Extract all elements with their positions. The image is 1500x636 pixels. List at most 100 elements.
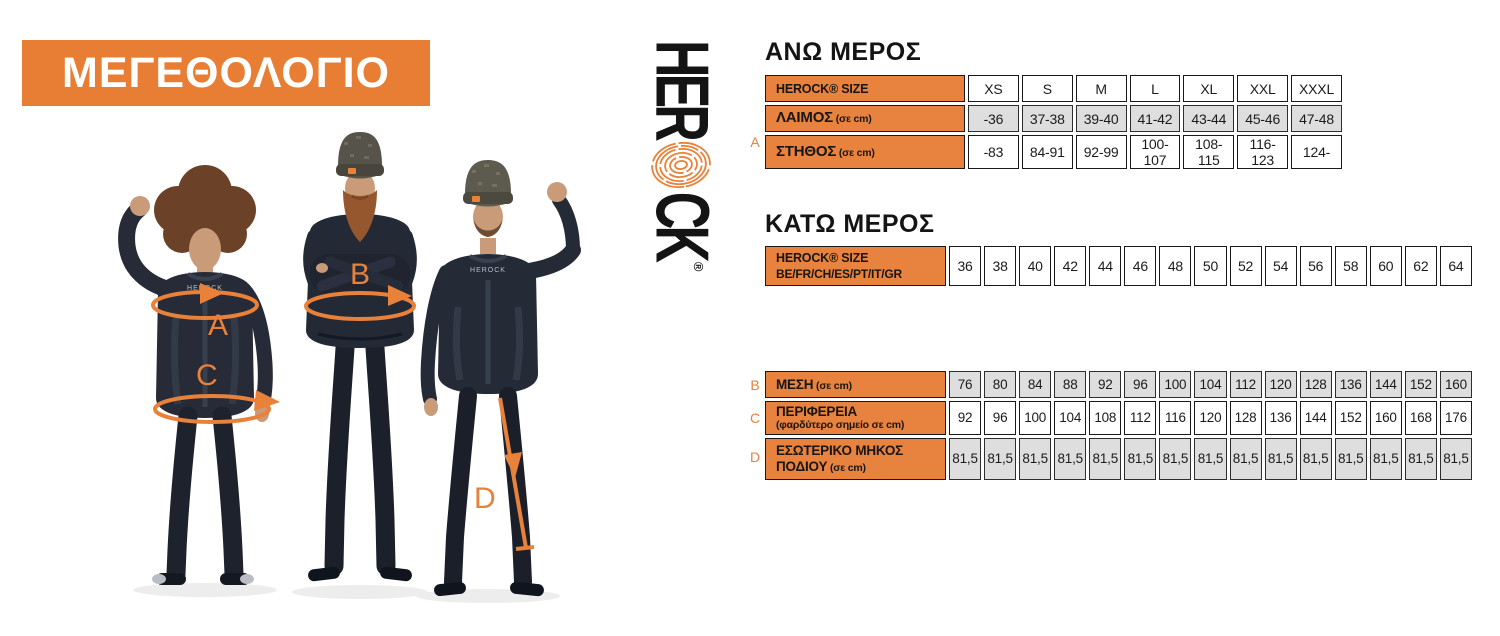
logo-text-bottom: CK bbox=[638, 191, 724, 259]
size-cell: S bbox=[1021, 75, 1073, 102]
value-cell: 88 bbox=[1054, 371, 1087, 398]
value-cell: 100 bbox=[1019, 401, 1052, 435]
value-cell: 168 bbox=[1404, 401, 1437, 435]
size-cell: 46 bbox=[1124, 246, 1157, 286]
row-label-cell: ΣΤΗΘΟΣ (σε cm) bbox=[765, 135, 965, 169]
measurement-letter-c: C bbox=[196, 359, 218, 392]
row-label-cell: ΛΑΙΜΟΣ (σε cm) bbox=[765, 105, 965, 132]
measurement-letter-b: B bbox=[350, 258, 370, 291]
registered-mark: ® bbox=[691, 261, 706, 272]
lower-measurements-table: ΜΕΣΗ (σε cm) 76 80 84 88 92 96 100 104 112 120 128 1… bbox=[762, 368, 1475, 483]
size-cell: 56 bbox=[1299, 246, 1332, 286]
value-cell: 96 bbox=[984, 401, 1017, 435]
measurement-letter-a: A bbox=[208, 309, 228, 342]
value-cell: 81,5 bbox=[1439, 437, 1472, 480]
measurement-letter-d: D bbox=[474, 482, 496, 515]
row-marker-d: D bbox=[749, 449, 761, 465]
value-cell: 108-115 bbox=[1183, 135, 1235, 169]
logo-text-top: HER bbox=[638, 40, 724, 138]
row-marker-a: A bbox=[750, 134, 760, 150]
hip-girth-arrow bbox=[153, 394, 271, 424]
size-cell: 50 bbox=[1194, 246, 1227, 286]
fingerprint-icon bbox=[651, 141, 711, 188]
value-cell: 81,5 bbox=[1019, 437, 1052, 480]
value-cell: 81,5 bbox=[949, 437, 982, 480]
value-cell: 176 bbox=[1439, 401, 1472, 435]
row-label-cell: ΕΣΩΤΕΡΙΚΟ ΜΗΚΟΣ ΠΟΔΙΟΥ (σε cm) bbox=[765, 437, 946, 480]
value-cell: 41-42 bbox=[1129, 105, 1181, 132]
model-figure-1: HEROCK A C bbox=[118, 165, 280, 597]
row-label-unit: (σε cm) bbox=[813, 379, 852, 392]
value-cell: 160 bbox=[1369, 401, 1402, 435]
value-cell: 45-46 bbox=[1237, 105, 1289, 132]
value-cell: 81,5 bbox=[1194, 437, 1227, 480]
upper-section-title: ΑΝΩ ΜΕΡΟΣ bbox=[765, 38, 922, 66]
value-cell: 81,5 bbox=[1369, 437, 1402, 480]
value-cell: 81,5 bbox=[984, 437, 1017, 480]
value-cell: 84 bbox=[1019, 371, 1052, 398]
row-label: ΣΤΗΘΟΣ bbox=[776, 142, 837, 160]
value-cell: 152 bbox=[1404, 371, 1437, 398]
size-cell: 62 bbox=[1404, 246, 1437, 286]
value-cell: 92 bbox=[949, 401, 982, 435]
waist-girth-arrow bbox=[304, 291, 416, 321]
size-cell: XS bbox=[968, 75, 1019, 102]
row-label-unit: (σε cm) bbox=[836, 146, 875, 159]
chest-brand-label: HEROCK bbox=[470, 267, 506, 274]
value-cell: 80 bbox=[984, 371, 1017, 398]
row-label-cell: ΠΕΡΙΦΕΡΕΙΑ (φαρδύτερο σημείο σε cm) bbox=[765, 401, 946, 435]
value-cell: 112 bbox=[1124, 401, 1157, 435]
size-cell: 52 bbox=[1229, 246, 1262, 286]
upper-size-table: HEROCK® SIZE XS S M L XL XXL XXXL ΛΑΙΜΟΣ (σε cm)… bbox=[762, 72, 1345, 172]
banner-title: ΜΕΓΕΘΟΛΟΓΙΟ bbox=[62, 48, 390, 97]
row-label: HEROCK® SIZE bbox=[776, 81, 869, 96]
size-cell: 48 bbox=[1159, 246, 1192, 286]
value-cell: -36 bbox=[968, 105, 1019, 132]
size-cell: 38 bbox=[984, 246, 1017, 286]
size-cell: 42 bbox=[1054, 246, 1087, 286]
model-figure-2: B bbox=[292, 132, 428, 599]
model-figure-3: HEROCK D bbox=[416, 160, 581, 603]
value-cell: 108 bbox=[1089, 401, 1122, 435]
value-cell: 39-40 bbox=[1075, 105, 1127, 132]
measure-row: ΕΣΩΤΕΡΙΚΟ ΜΗΚΟΣ ΠΟΔΙΟΥ (σε cm) 81,5 81,5 81… bbox=[765, 437, 1472, 480]
size-cell: 58 bbox=[1334, 246, 1367, 286]
row-label: ΛΑΙΜΟΣ bbox=[776, 109, 833, 127]
value-cell: 81,5 bbox=[1124, 437, 1157, 480]
lower-section-title: ΚΑΤΩ ΜΕΡΟΣ bbox=[765, 210, 935, 238]
value-cell: 81,5 bbox=[1334, 437, 1367, 480]
value-cell: 160 bbox=[1439, 371, 1472, 398]
row-label-sub: BE/FR/CH/ES/PT/IT/GR bbox=[776, 267, 903, 282]
row-label-cell: HEROCK® SIZE BE/FR/CH/ES/PT/IT/GR bbox=[765, 246, 946, 286]
value-cell: 76 bbox=[949, 371, 982, 398]
measure-row: ΠΕΡΙΦΕΡΕΙΑ (φαρδύτερο σημείο σε cm) 92 96 1… bbox=[765, 401, 1472, 435]
measure-row: ΣΤΗΘΟΣ (σε cm) -83 84-91 92-99 100-107 108-11… bbox=[765, 135, 1342, 169]
size-cell: XXXL bbox=[1291, 75, 1342, 102]
row-label: ΠΕΡΙΦΕΡΕΙΑ bbox=[776, 404, 858, 419]
size-cell: L bbox=[1129, 75, 1181, 102]
row-marker-b: B bbox=[750, 377, 760, 393]
size-cell: 54 bbox=[1264, 246, 1297, 286]
value-cell: 112 bbox=[1229, 371, 1262, 398]
value-cell: 47-48 bbox=[1291, 105, 1342, 132]
row-label-cell: HEROCK® SIZE bbox=[765, 75, 965, 102]
row-label-unit: (φαρδύτερο σημείο σε cm) bbox=[776, 419, 905, 432]
size-cell: M bbox=[1075, 75, 1127, 102]
value-cell: 92-99 bbox=[1075, 135, 1127, 169]
size-cell: 64 bbox=[1439, 246, 1472, 286]
value-cell: 37-38 bbox=[1021, 105, 1073, 132]
row-label-cell: ΜΕΣΗ (σε cm) bbox=[765, 371, 946, 398]
value-cell: 144 bbox=[1369, 371, 1402, 398]
size-cell: XL bbox=[1183, 75, 1235, 102]
value-cell: 128 bbox=[1229, 401, 1262, 435]
size-cell: 44 bbox=[1089, 246, 1122, 286]
value-cell: -83 bbox=[968, 135, 1019, 169]
value-cell: 136 bbox=[1334, 371, 1367, 398]
long-beard bbox=[343, 190, 377, 242]
value-cell: 100-107 bbox=[1129, 135, 1181, 169]
lower-size-header-table: HEROCK® SIZE BE/FR/CH/ES/PT/IT/GR 36 38 40 42… bbox=[762, 243, 1475, 289]
value-cell: 124- bbox=[1291, 135, 1342, 169]
value-cell: 152 bbox=[1334, 401, 1367, 435]
row-label: ΜΕΣΗ bbox=[776, 376, 814, 392]
